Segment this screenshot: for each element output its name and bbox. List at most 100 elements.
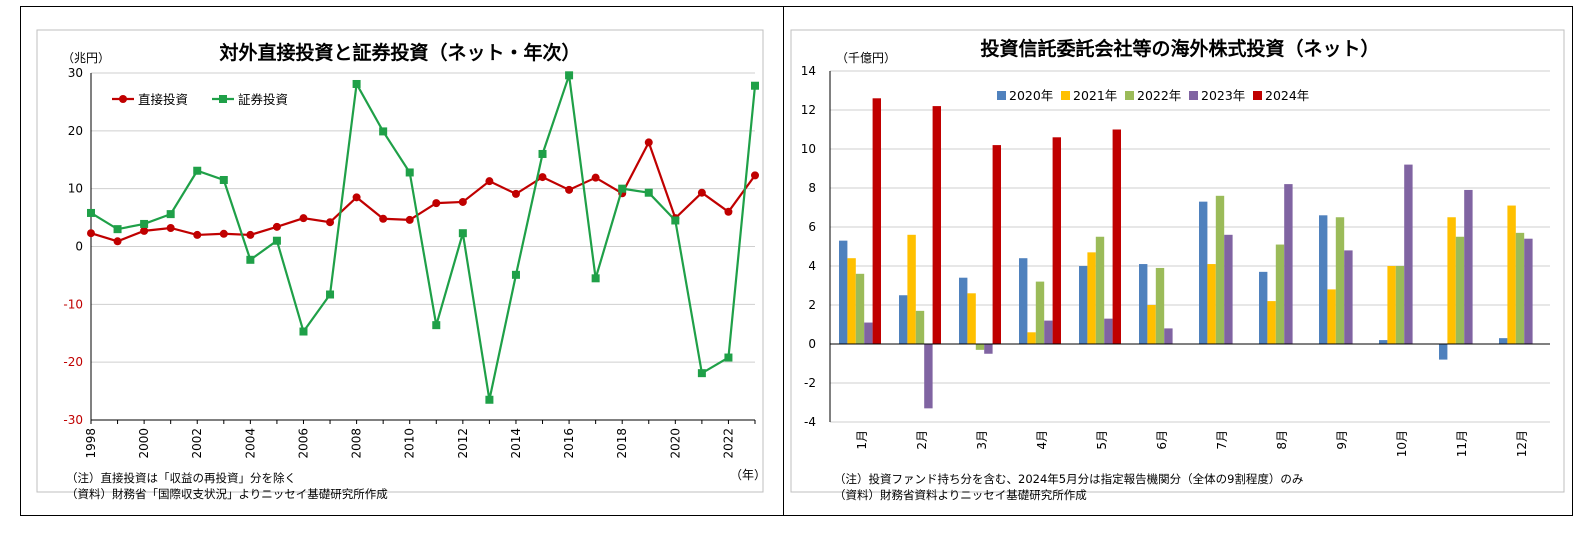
chart1-x-tick-label: 2006 <box>296 428 310 459</box>
chart2-bar <box>984 344 993 354</box>
chart1-plot-border <box>36 29 764 493</box>
chart2-title: 投資信託委託会社等の海外株式投資（ネット） <box>980 37 1379 60</box>
chart2-y-tick-label: -2 <box>804 376 816 390</box>
chart2-bar <box>1387 266 1396 344</box>
chart2-bar <box>1464 189 1473 344</box>
chart2-legend-swatch <box>1125 91 1134 100</box>
chart2-bar <box>1447 217 1456 344</box>
chart1-point <box>751 171 759 180</box>
chart1-point <box>511 270 520 279</box>
chart1-point <box>352 193 361 202</box>
chart1-y-tick-label: 30 <box>68 66 83 80</box>
chart1-point <box>751 81 759 90</box>
chart1-point <box>219 175 228 184</box>
chart2-legend-label: 2021年 <box>1073 88 1117 103</box>
chart1-point <box>724 353 733 362</box>
chart1-point <box>458 197 467 206</box>
chart1-legend-label: 直接投資 <box>138 92 188 107</box>
chart1-point <box>193 230 202 239</box>
chart2-x-tick-label: 3月 <box>975 430 989 450</box>
chart2-y-tick-label: 12 <box>801 103 816 117</box>
chart2-bar <box>1104 318 1113 344</box>
chart1-note: （注）直接投資は「収益の再投資」分を除く <box>66 471 296 485</box>
chart2-x-tick-label: 8月 <box>1275 430 1289 450</box>
chart2-bar <box>899 295 908 344</box>
line-chart-investment: 対外直接投資と証券投資（ネット・年次） （兆円） （年） 3020100-10-… <box>36 29 766 501</box>
chart1-point <box>644 138 653 147</box>
chart2-bar <box>1155 267 1165 344</box>
chart1-x-tick-label: 2002 <box>190 428 204 459</box>
chart2-bar <box>1515 232 1525 344</box>
chart2-bar <box>1499 338 1508 344</box>
chart2-x-tick-label: 11月 <box>1455 430 1469 457</box>
chart1-y-axis: 30 20 10 0 -10 -20 -30 <box>63 66 92 427</box>
chart1-point <box>379 214 388 223</box>
chart1-point <box>511 189 520 198</box>
chart1-y-tick-label: 10 <box>68 182 83 196</box>
chart1-point <box>87 208 95 217</box>
chart2-y-tick-label: 14 <box>801 64 816 78</box>
chart2-x-tick-label: 1月 <box>855 430 869 450</box>
chart2-bar <box>1275 244 1285 344</box>
chart2-x-tick-label: 2月 <box>915 430 929 450</box>
chart2-x-tick-label: 7月 <box>1215 430 1229 450</box>
chart2-x-tick-label: 10月 <box>1395 430 1409 457</box>
chart1-legend-marker <box>219 95 227 103</box>
chart1-y-tick-label: -10 <box>63 297 83 311</box>
chart1-x-unit: （年） <box>730 468 766 482</box>
chart1-x-tick-label: 2000 <box>137 428 151 459</box>
chart1-point <box>352 79 361 88</box>
chart2-legend-swatch <box>1189 91 1198 100</box>
chart1-point <box>326 218 335 227</box>
chart1-point <box>432 321 441 330</box>
chart2-bar <box>839 240 848 344</box>
chart2-bar <box>872 98 881 344</box>
chart1-point <box>193 166 202 175</box>
chart2-x-tick-label: 9月 <box>1335 430 1349 450</box>
chart1-y-tick-label: 0 <box>75 240 83 254</box>
chart2-x-tick-label: 12月 <box>1515 430 1529 457</box>
chart2-bar <box>1404 164 1413 344</box>
chart1-series-line <box>90 139 756 243</box>
chart1-point <box>458 229 467 238</box>
chart2-bar <box>932 106 941 344</box>
chart2-bar <box>1215 195 1225 344</box>
chart2-legend-swatch <box>1061 91 1070 100</box>
chart1-x-tick-label: 2012 <box>456 428 470 459</box>
chart2-note: （注）投資ファンド持ち分を含む、2024年5月分は指定報告機関分（全体の9割程度… <box>834 472 1303 486</box>
chart2-bar <box>1079 266 1088 344</box>
chart1-point <box>697 188 706 197</box>
chart2-bar <box>1439 344 1448 360</box>
chart2-bar <box>1207 264 1216 344</box>
chart1-point <box>724 207 733 216</box>
chart1-point <box>246 255 255 264</box>
chart1-point <box>140 226 149 235</box>
chart1-point <box>591 274 600 283</box>
chart2-bar <box>1455 236 1465 344</box>
chart2-bar <box>1019 258 1028 344</box>
chart1-legend: 直接投資 証券投資 <box>112 92 288 107</box>
chart2-legend-swatch <box>997 91 1006 100</box>
chart1-x-tick-label: 2022 <box>721 428 735 459</box>
chart2-x-tick-label: 4月 <box>1035 430 1049 450</box>
chart2-bar <box>1319 215 1328 344</box>
chart1-x-tick-label: 2010 <box>403 428 417 459</box>
chart1-x-tick-label: 1998 <box>84 428 98 459</box>
chart1-x-tick-label: 2008 <box>350 428 364 459</box>
chart2-x-axis: 1月 2月 3月 4月 5月 6月 7月 8月 9月 10月 11月 12月 <box>830 343 1550 457</box>
chart1-x-tick-label: 2018 <box>615 428 629 459</box>
chart2-bar <box>967 293 976 344</box>
chart2-bar <box>847 258 856 344</box>
chart1-point <box>246 230 255 239</box>
chart1-point <box>87 229 95 238</box>
chart2-source: （資料）財務省資料よりニッセイ基礎研究所作成 <box>834 488 1087 502</box>
chart1-point <box>379 127 388 136</box>
chart2-y-tick-label: 2 <box>808 298 816 312</box>
bar-chart-equity-investment: 投資信託委託会社等の海外株式投資（ネット） （千億円） 14 12 10 8 6 4 2 0 -… <box>790 29 1565 502</box>
chart2-bar <box>1267 301 1276 344</box>
chart2-y-tick-label: 10 <box>801 142 816 156</box>
chart1-point <box>485 177 494 186</box>
chart2-bar <box>1327 289 1336 344</box>
chart1-y-tick-label: -30 <box>63 413 83 427</box>
chart1-source: （資料）財務省「国際収支状況」よりニッセイ基礎研究所作成 <box>66 487 388 501</box>
